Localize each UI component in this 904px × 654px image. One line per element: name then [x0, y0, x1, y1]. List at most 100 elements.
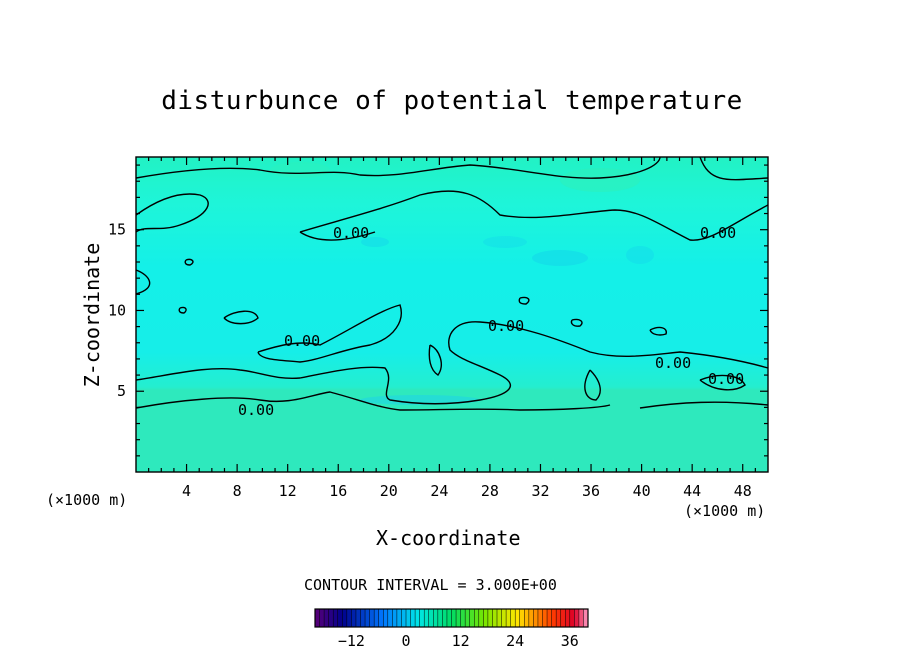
contour-line [136, 269, 151, 295]
colorbar-swatch [551, 609, 557, 627]
colorbar-swatch [360, 609, 366, 627]
y-tick-label: 10 [108, 301, 126, 319]
x-tick-label: 24 [430, 482, 448, 500]
colorbar-swatch [478, 609, 484, 627]
colorbar-swatch [328, 609, 334, 627]
colorbar-swatch [524, 609, 530, 627]
colorbar-swatch [406, 609, 411, 627]
colorbar-swatch [569, 609, 575, 627]
contour-line [649, 326, 667, 336]
colorbar-swatch [469, 609, 475, 627]
colorbar-swatch [365, 609, 370, 627]
contour-line [257, 304, 402, 363]
contour-line [136, 321, 768, 405]
contour-label: 0.00 [284, 332, 320, 350]
contour-line [299, 231, 376, 241]
colorbar: −12 0 12 24 36 [314, 608, 589, 650]
colorbar-swatch [396, 609, 402, 627]
contour-line [584, 369, 601, 401]
colorbar-swatch [419, 609, 425, 627]
colorbar-swatch [560, 609, 566, 627]
colorbar-swatch [333, 609, 339, 627]
x-axis-label: X-coordinate [376, 526, 521, 550]
colorbar-swatch [342, 609, 348, 627]
colorbar-swatch [506, 609, 511, 627]
colorbar-swatch [446, 609, 452, 627]
contour-line [699, 374, 746, 391]
contour-label: 0.00 [238, 401, 274, 419]
colorbar-swatch [378, 609, 384, 627]
colorbar-tick-label: 12 [452, 632, 470, 650]
colorbar-swatch [578, 609, 584, 627]
colorbar-swatch [537, 609, 543, 627]
y-tick-label: 15 [108, 221, 126, 239]
contour-line [518, 296, 530, 305]
x-tick-label: 12 [279, 482, 297, 500]
x-tick-label: 44 [683, 482, 701, 500]
colorbar-swatch [415, 609, 420, 627]
x-tick-label: 20 [380, 482, 398, 500]
x-tick-label: 8 [233, 482, 242, 500]
temperature-field [136, 157, 768, 472]
contour-label: 0.00 [488, 317, 524, 335]
colorbar-swatch [542, 609, 548, 627]
contour-interval-label: CONTOUR INTERVAL = 3.000E+00 [304, 576, 557, 594]
colorbar-swatch [519, 609, 525, 627]
colorbar-swatch [510, 609, 516, 627]
x-tick-label: 48 [734, 482, 752, 500]
colorbar-swatch [574, 609, 580, 627]
colorbar-tick-label: 24 [506, 632, 524, 650]
colorbar-swatch [437, 609, 443, 627]
colorbar-swatch [492, 609, 498, 627]
colorbar-swatch [547, 609, 552, 627]
colorbar-swatch [487, 609, 493, 627]
colorbar-tick-label: −12 [338, 632, 365, 650]
colorbar-swatch [392, 609, 398, 627]
colorbar-swatch [515, 609, 521, 627]
contour-lines [136, 157, 768, 411]
colorbar-swatch [428, 609, 434, 627]
contour-line [223, 310, 259, 325]
colorbar-swatch [355, 609, 361, 627]
colorbar-swatch [410, 609, 416, 627]
x-tick-label: 40 [633, 482, 651, 500]
colorbar-swatch [337, 609, 343, 627]
colorbar-swatch [501, 609, 507, 627]
colorbar-swatch [424, 609, 430, 627]
colorbar-swatch [401, 609, 407, 627]
x-tick-label: 28 [481, 482, 499, 500]
contour-line [699, 157, 768, 181]
colorbar-swatch [315, 609, 320, 627]
contour-line [136, 157, 661, 179]
contour-line [184, 258, 194, 266]
contour-label: 0.00 [700, 224, 736, 242]
chart-title: disturbunce of potential temperature [161, 86, 743, 116]
x-tick-label: 4 [182, 482, 191, 500]
colorbar-swatch [324, 609, 329, 627]
contour-line [428, 344, 442, 376]
colorbar-swatch [456, 609, 461, 627]
contour-line [178, 306, 187, 314]
colorbar-swatch [465, 609, 470, 627]
contour-label: 0.00 [655, 354, 691, 372]
colorbar-frame [314, 608, 589, 628]
colorbar-swatch [474, 609, 480, 627]
colorbar-swatch [460, 609, 466, 627]
colorbar-swatch [351, 609, 357, 627]
colorbar-swatch [556, 609, 561, 627]
contour-label: 0.00 [708, 370, 744, 388]
colorbar-swatch [483, 609, 489, 627]
x-tick-label: 32 [531, 482, 549, 500]
contour-line [299, 190, 768, 241]
contour-label-group: 0.00 0.00 0.00 0.00 0.00 0.00 0.00 [238, 224, 744, 419]
contour-line [639, 401, 768, 409]
contour-line [136, 391, 611, 411]
colorbar-tick-label: 0 [401, 632, 410, 650]
colorbar-swatch [433, 609, 439, 627]
x-tick-label: 36 [582, 482, 600, 500]
x-tick-label: 16 [329, 482, 347, 500]
y-axis-label: Z-coordinate [80, 242, 104, 388]
colorbar-tick-label: 36 [561, 632, 579, 650]
